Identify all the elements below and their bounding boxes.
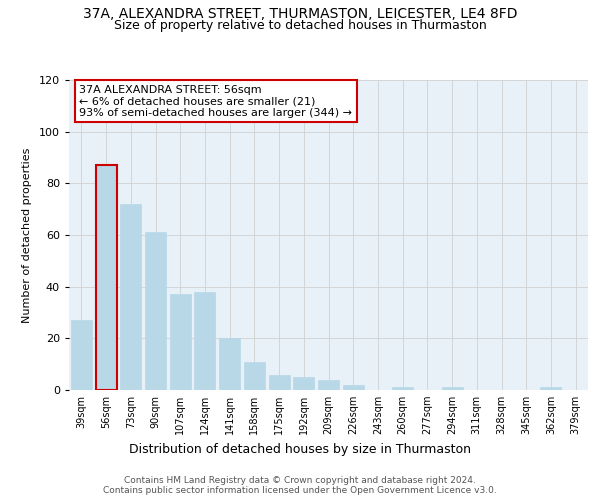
Bar bbox=[318, 380, 339, 390]
Bar bbox=[120, 204, 141, 390]
Bar bbox=[269, 374, 290, 390]
Bar bbox=[244, 362, 265, 390]
Bar bbox=[145, 232, 166, 390]
Bar bbox=[541, 388, 562, 390]
Text: Distribution of detached houses by size in Thurmaston: Distribution of detached houses by size … bbox=[129, 442, 471, 456]
Text: 37A, ALEXANDRA STREET, THURMASTON, LEICESTER, LE4 8FD: 37A, ALEXANDRA STREET, THURMASTON, LEICE… bbox=[83, 8, 517, 22]
Text: 37A ALEXANDRA STREET: 56sqm
← 6% of detached houses are smaller (21)
93% of semi: 37A ALEXANDRA STREET: 56sqm ← 6% of deta… bbox=[79, 84, 352, 118]
Bar bbox=[293, 377, 314, 390]
Bar bbox=[219, 338, 240, 390]
Text: Size of property relative to detached houses in Thurmaston: Size of property relative to detached ho… bbox=[113, 19, 487, 32]
Y-axis label: Number of detached properties: Number of detached properties bbox=[22, 148, 32, 322]
Bar bbox=[95, 165, 116, 390]
Bar bbox=[392, 388, 413, 390]
Bar bbox=[442, 388, 463, 390]
Bar bbox=[71, 320, 92, 390]
Bar bbox=[95, 165, 116, 390]
Bar bbox=[343, 385, 364, 390]
Text: Contains HM Land Registry data © Crown copyright and database right 2024.
Contai: Contains HM Land Registry data © Crown c… bbox=[103, 476, 497, 495]
Bar bbox=[170, 294, 191, 390]
Bar bbox=[194, 292, 215, 390]
